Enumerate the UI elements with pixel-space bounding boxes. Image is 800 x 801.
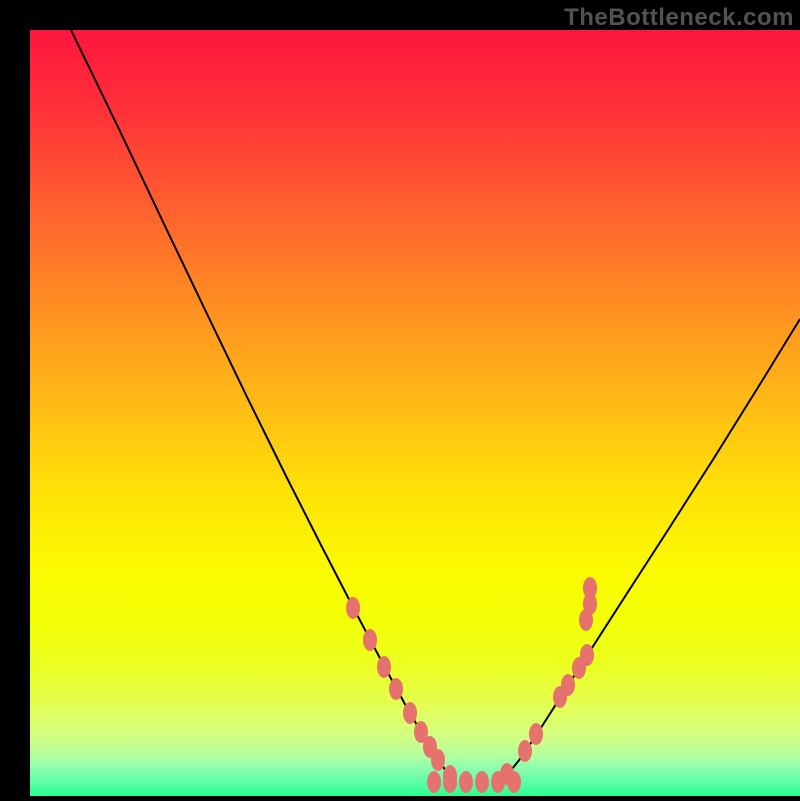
marker-point (580, 644, 594, 666)
marker-point (500, 763, 514, 785)
marker-point (443, 771, 457, 793)
marker-point (403, 702, 417, 724)
gradient-background (30, 30, 800, 796)
marker-point (346, 597, 360, 619)
marker-point (529, 723, 543, 745)
watermark-text: TheBottleneck.com (564, 4, 794, 32)
marker-point (518, 740, 532, 762)
marker-point (561, 674, 575, 696)
marker-point (377, 656, 391, 678)
marker-point (579, 609, 593, 631)
marker-point (475, 771, 489, 793)
marker-point (363, 629, 377, 651)
marker-point (389, 678, 403, 700)
plot-area (30, 30, 800, 796)
marker-point (583, 577, 597, 599)
chart-svg (30, 30, 800, 796)
marker-point (427, 771, 441, 793)
marker-point (459, 771, 473, 793)
marker-point (431, 749, 445, 771)
